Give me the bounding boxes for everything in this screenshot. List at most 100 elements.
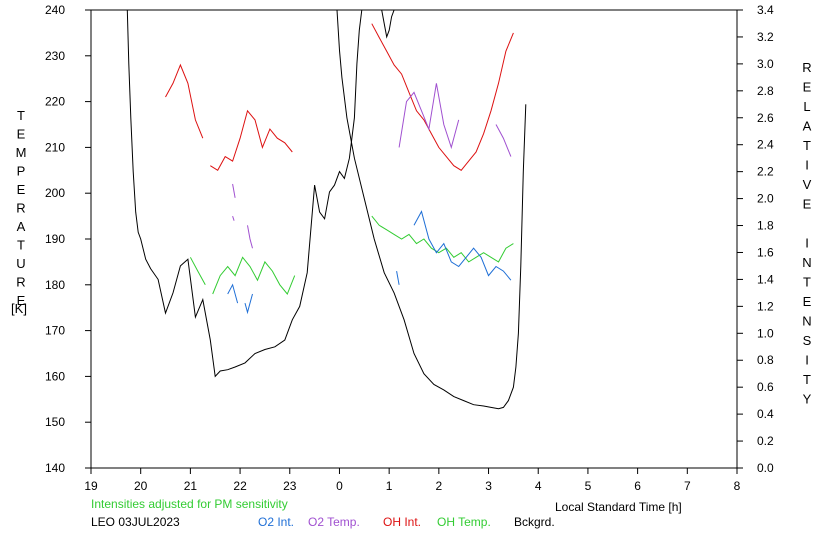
y-left-tick-label: 210 [45, 140, 65, 154]
x-tick-label: 6 [634, 479, 641, 493]
y-left-tick-label: 170 [45, 324, 65, 338]
axis-label-letter: A [803, 119, 812, 134]
axis-label-letter: T [17, 238, 25, 253]
x-tick-label: 2 [436, 479, 443, 493]
series-oh-int-line [371, 23, 514, 171]
x-tick-label: 1 [386, 479, 393, 493]
series-o2-int-line [413, 210, 512, 281]
axis-label-letter: L [803, 99, 810, 114]
axis-label-letter: E [803, 80, 812, 95]
y-left-tick-label: 220 [45, 95, 65, 109]
y-right-tick-label: 0.4 [757, 407, 774, 421]
series-oh-int-line [210, 109, 293, 172]
y-left-tick-label: 230 [45, 49, 65, 63]
axis-label-letter: I [805, 353, 809, 368]
axis-label-letter: S [803, 333, 812, 348]
y-left-tick-label: 160 [45, 369, 65, 383]
sensitivity-note: Intensities adjusted for PM sensitivity [91, 497, 288, 511]
y-right-tick-label: 2.0 [757, 192, 774, 206]
series-o2-int-line [396, 271, 400, 285]
axis-label-letter: M [16, 145, 27, 160]
y-right-tick-label: 2.8 [757, 84, 774, 98]
x-tick-label: 23 [283, 479, 297, 493]
axis-label-letter: R [16, 201, 25, 216]
axis-label-letter: N [802, 255, 811, 270]
axis-label-letter: E [17, 182, 26, 197]
y-right-tick-label: 2.6 [757, 111, 774, 125]
x-tick-label: 4 [535, 479, 542, 493]
x-tick-label: 0 [336, 479, 343, 493]
axis-label-letter: R [802, 60, 811, 75]
y-left-tick-label: 150 [45, 415, 65, 429]
x-tick-label: 22 [233, 479, 247, 493]
x-tick-label: 8 [734, 479, 741, 493]
series-o2-temp-line [232, 183, 236, 198]
x-tick-label: 19 [84, 479, 98, 493]
x-tick-label: 21 [184, 479, 198, 493]
axis-label-letter: V [803, 177, 812, 192]
y-right-tick-label: 3.2 [757, 30, 774, 44]
series-oh-temp-line [189, 257, 206, 286]
axis-label-letter: A [17, 219, 26, 234]
y-left-tick-label: 200 [45, 186, 65, 200]
y-right-tick-label: 0.6 [757, 380, 774, 394]
axis-label-letter: Y [803, 392, 812, 407]
axis-label-letter: E [17, 293, 26, 308]
axis-label-letter: U [16, 256, 25, 271]
x-tick-label: 5 [585, 479, 592, 493]
y-left-tick-label: 240 [45, 3, 65, 17]
series-bckgrd-line [126, 10, 363, 378]
legend-background: Bckgrd. [514, 515, 555, 529]
x-tick-label: 7 [684, 479, 691, 493]
y-right-tick-label: 2.2 [757, 165, 774, 179]
y-right-tick-label: 3.0 [757, 57, 774, 71]
axis-label-letter: P [17, 164, 26, 179]
axis-label-letter: T [803, 138, 811, 153]
y-left-tick-label: 190 [45, 232, 65, 246]
axis-label-letter: T [803, 275, 811, 290]
y-right-tick-label: 2.4 [757, 138, 774, 152]
y-left-tick-label: 140 [45, 461, 65, 475]
x-axis-label: Local Standard Time [h] [555, 500, 682, 514]
y-right-tick-label: 3.4 [757, 3, 774, 17]
series-o2-int-line [227, 283, 239, 304]
y-right-tick-label: 1.0 [757, 326, 774, 340]
series-oh-temp-line [371, 215, 514, 263]
y-right-tick-label: 1.4 [757, 272, 774, 286]
y-left-tick-label: 180 [45, 278, 65, 292]
station-date-label: LEO 03JUL2023 [91, 515, 180, 529]
y-right-tick-label: 1.2 [757, 299, 774, 313]
y-right-tick-label: 0.8 [757, 353, 774, 367]
axis-label-letter: R [16, 275, 25, 290]
axis-label-letter: E [803, 294, 812, 309]
series-o2-temp-line [247, 225, 253, 249]
series-bckgrd-line [336, 10, 527, 410]
series-bckgrd-line [381, 10, 397, 39]
axis-label-letter: E [803, 197, 812, 212]
legend-o2-int: O2 Int. [258, 515, 295, 529]
x-tick-label: 3 [485, 479, 492, 493]
axis-label-letter: T [17, 108, 25, 123]
left-axis-unit: [K] [11, 301, 27, 316]
axes-layer: 1401501601701801902002102202302400.00.20… [11, 3, 812, 493]
y-right-tick-label: 1.6 [757, 245, 774, 259]
series-o2-int-line [244, 293, 253, 315]
y-right-tick-label: 1.8 [757, 219, 774, 233]
legend-oh-temp: OH Temp. [437, 515, 491, 529]
x-tick-label: 20 [134, 479, 148, 493]
series-o2-temp-line [495, 124, 512, 157]
series-oh-temp-line [212, 256, 296, 295]
axis-label-letter: N [802, 314, 811, 329]
series-oh-int-line [165, 63, 204, 139]
series-o2-temp-line [398, 83, 460, 150]
axis-label-letter: I [805, 236, 809, 251]
legend-o2-temp: O2 Temp. [308, 515, 360, 529]
legend-oh-int: OH Int. [383, 515, 422, 529]
series-o2-temp-line [232, 215, 235, 221]
axis-label-letter: T [803, 372, 811, 387]
y-right-tick-label: 0.0 [757, 461, 774, 475]
axis-label-letter: E [17, 127, 26, 142]
